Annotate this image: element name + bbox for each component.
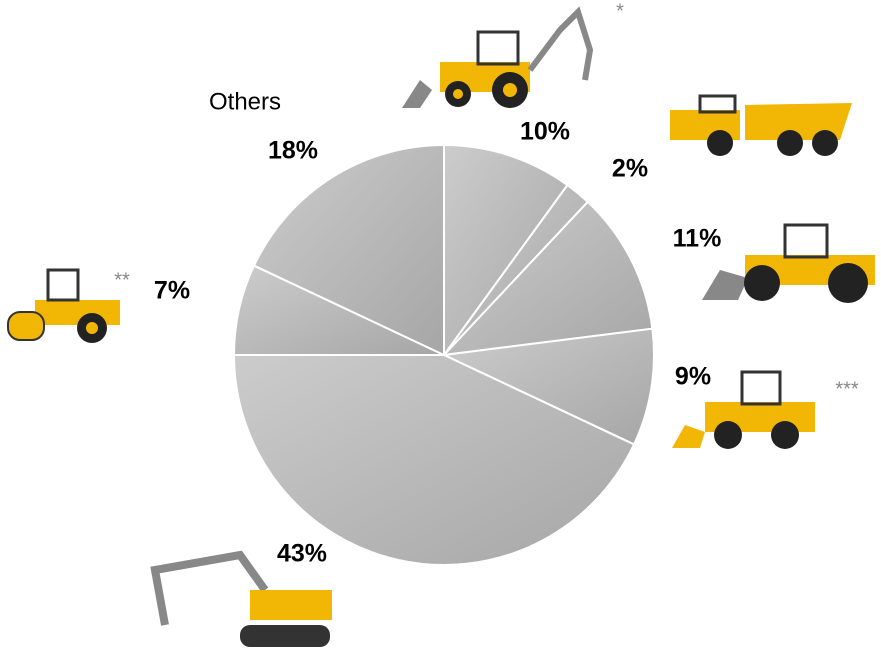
note-mark: * (616, 0, 624, 22)
value-label: 10% (520, 118, 570, 146)
value-label: 11% (673, 225, 722, 253)
value-label: 7% (154, 277, 190, 305)
pie-slice (232, 354, 636, 566)
pie-slice (252, 143, 445, 357)
category-label: Others (209, 88, 281, 115)
compact-loader-icon (672, 370, 815, 449)
backhoe-icon (402, 6, 594, 108)
dump-truck-icon (670, 94, 852, 156)
excavator-icon (150, 550, 332, 647)
wheel-loader-icon (702, 223, 875, 303)
value-label: 2% (612, 155, 648, 183)
value-label: 18% (268, 137, 318, 165)
value-label: 9% (675, 363, 711, 391)
machine-icons (7, 6, 875, 647)
labels: 10% * 2% 11% 9% *** 43% 7% ** 18% Others (114, 0, 859, 567)
roller-icon (7, 268, 120, 343)
value-label: 43% (277, 540, 327, 568)
note-mark: ** (114, 269, 130, 291)
pie-slice (443, 143, 569, 359)
pie-slice (441, 200, 654, 357)
pie (232, 143, 655, 566)
note-mark: *** (835, 378, 859, 400)
pie-slice (440, 327, 655, 446)
